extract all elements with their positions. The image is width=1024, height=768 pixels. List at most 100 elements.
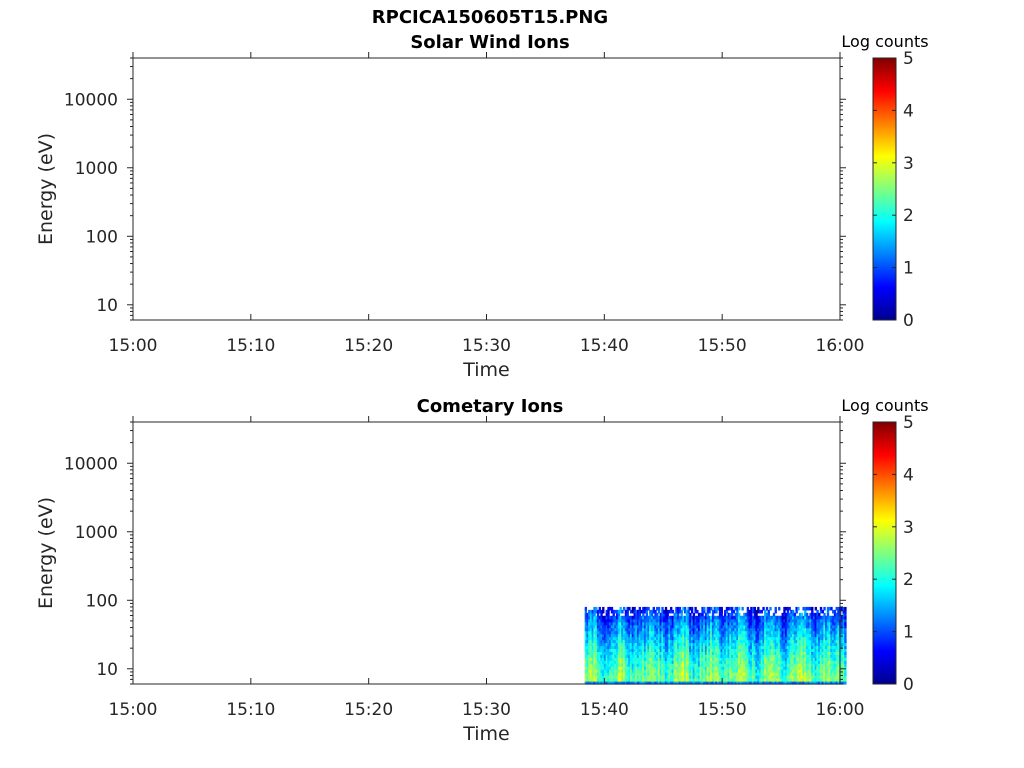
data-cell — [739, 618, 743, 623]
data-cell — [689, 678, 692, 682]
data-cell — [788, 639, 791, 644]
data-cell — [809, 681, 812, 685]
data-cell — [605, 636, 608, 641]
data-cell — [731, 621, 734, 626]
data-cell — [760, 624, 763, 629]
data-cell — [715, 606, 718, 611]
data-cell — [598, 657, 601, 661]
data-cell — [690, 657, 694, 661]
data-cell — [649, 624, 652, 629]
data-cell — [776, 621, 779, 626]
data-cell — [737, 621, 741, 626]
data-cell — [751, 672, 755, 676]
data-cell — [767, 639, 770, 644]
data-cell — [670, 663, 673, 667]
data-cell — [837, 636, 840, 641]
data-cell — [668, 627, 671, 632]
data-cell — [656, 636, 659, 641]
data-cell — [734, 651, 737, 655]
data-cell — [717, 606, 720, 611]
data-cell — [598, 666, 601, 670]
data-cell — [821, 636, 824, 641]
data-cell — [675, 681, 678, 685]
data-cell — [659, 618, 662, 623]
data-cell — [715, 609, 718, 614]
data-cell — [602, 681, 605, 685]
data-cell — [814, 639, 817, 644]
data-cell — [621, 675, 624, 679]
data-cell — [819, 639, 823, 644]
data-cell — [811, 675, 814, 679]
data-cell — [623, 630, 626, 635]
data-cell — [633, 609, 636, 614]
data-cell — [663, 666, 666, 670]
data-cell — [718, 612, 722, 617]
data-cell — [600, 630, 603, 635]
data-cell — [711, 633, 715, 638]
data-cell — [816, 666, 819, 670]
data-cell — [718, 678, 722, 682]
data-cell — [682, 624, 685, 629]
data-cell — [722, 675, 725, 679]
data-cell — [737, 660, 741, 664]
data-cell — [837, 657, 840, 661]
data-cell — [677, 681, 680, 685]
data-cell — [670, 675, 673, 679]
data-cell — [668, 639, 671, 644]
data-cell — [673, 669, 676, 673]
data-cell — [741, 615, 744, 620]
data-cell — [741, 618, 744, 623]
data-cell — [666, 609, 669, 614]
data-cell — [833, 660, 837, 664]
data-cell — [642, 645, 645, 650]
data-cell — [636, 675, 640, 679]
data-cell — [661, 681, 664, 685]
data-cell — [757, 660, 760, 664]
data-cell — [654, 666, 657, 670]
data-cell — [788, 657, 791, 661]
data-cell — [844, 678, 847, 682]
data-cell — [652, 615, 655, 620]
data-cell — [811, 648, 814, 652]
data-cell — [760, 639, 763, 644]
data-cell — [596, 678, 600, 682]
data-cell — [823, 630, 826, 635]
data-cell — [748, 615, 751, 620]
data-cell — [818, 651, 821, 655]
data-cell — [704, 642, 708, 647]
data-cell — [826, 663, 830, 667]
data-cell — [798, 669, 802, 673]
data-cell — [610, 639, 614, 644]
panel-2-title: Cometary Ions — [416, 396, 564, 417]
data-cell — [589, 621, 593, 626]
data-cell — [690, 654, 694, 658]
data-cell — [696, 633, 699, 638]
data-cell — [748, 636, 751, 641]
data-cell — [657, 648, 661, 652]
data-cell — [593, 666, 596, 670]
data-cell — [718, 654, 722, 658]
data-cell — [812, 624, 816, 629]
data-cell — [720, 627, 723, 632]
data-cell — [642, 681, 645, 685]
data-cell — [612, 648, 615, 652]
data-cell — [614, 654, 617, 658]
data-cell — [704, 675, 708, 679]
data-cell — [760, 654, 763, 658]
data-cell — [760, 672, 763, 676]
data-cell — [826, 624, 830, 629]
data-cell — [710, 663, 713, 667]
data-cell — [697, 675, 701, 679]
data-cell — [753, 657, 757, 661]
data-cell — [765, 645, 769, 650]
data-cell — [741, 639, 744, 644]
data-cell — [593, 621, 596, 626]
data-cell — [840, 663, 844, 667]
data-cell — [694, 621, 697, 626]
data-cell — [791, 645, 795, 650]
data-cell — [819, 642, 823, 647]
data-cell — [696, 669, 699, 673]
data-cell — [694, 678, 697, 682]
data-cell — [605, 654, 608, 658]
data-cell — [703, 651, 706, 655]
